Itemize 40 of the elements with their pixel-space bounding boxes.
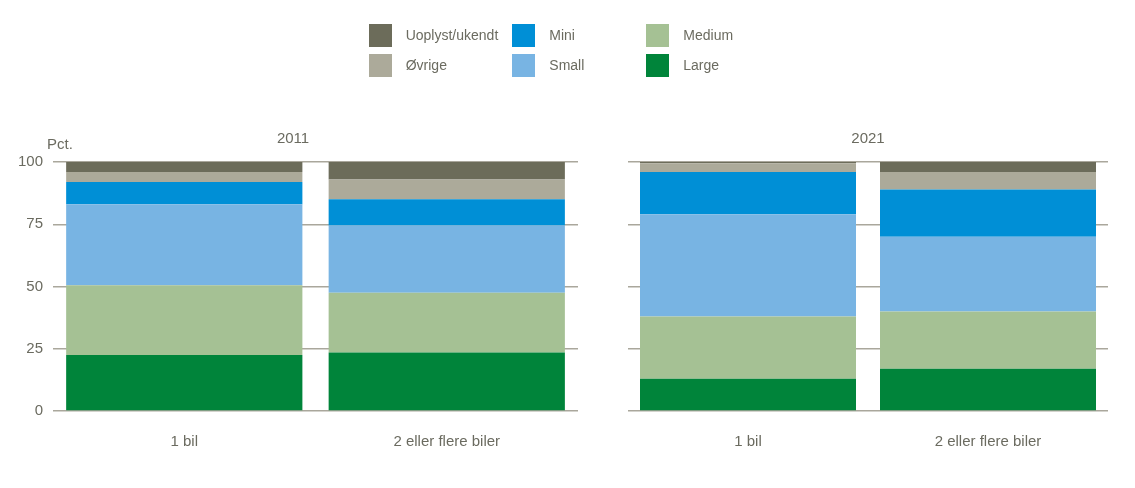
x-tick-label: 2 eller flere biler: [393, 432, 501, 450]
bar: [328, 162, 565, 180]
bar: [880, 189, 1096, 237]
bar: [640, 171, 856, 215]
bar: [66, 354, 303, 411]
x-tick-label: 1 bil: [734, 432, 762, 450]
legend-label: Mini: [549, 27, 575, 43]
x-tick-label: 2 eller flere biler: [934, 432, 1042, 450]
bar: [328, 225, 565, 293]
bar: [66, 285, 303, 355]
bar: [880, 162, 1096, 172]
bar: [66, 181, 303, 205]
bar: [880, 311, 1096, 369]
legend-label: Large: [683, 57, 720, 73]
y-tick-label: 25: [26, 338, 44, 356]
chart-title: 2021: [851, 129, 885, 147]
bar: [880, 236, 1096, 312]
bar: [66, 204, 303, 286]
bar: [328, 199, 565, 226]
legend-label: Small: [549, 57, 585, 73]
legend-label: Uoplyst/ukendt: [405, 27, 499, 43]
chart-title: 2011: [276, 129, 310, 147]
bar: [640, 378, 856, 411]
y-tick-label: 100: [18, 152, 44, 170]
bar: [66, 171, 303, 182]
x-tick-label: 1 bil: [170, 432, 199, 450]
legend-label: Medium: [683, 27, 734, 43]
y-tick-label: 50: [26, 276, 44, 294]
bar: [66, 162, 303, 172]
y-axis-title: Pct.: [47, 134, 73, 152]
bar: [328, 292, 565, 353]
y-tick-label: 75: [26, 214, 44, 232]
bar: [640, 214, 856, 317]
bar: [640, 316, 856, 379]
y-tick-label: 0: [34, 401, 44, 419]
bar: [328, 179, 565, 200]
legend-label: Øvrige: [405, 57, 447, 73]
bar: [880, 171, 1096, 190]
bar: [880, 368, 1096, 411]
bar: [328, 352, 565, 411]
